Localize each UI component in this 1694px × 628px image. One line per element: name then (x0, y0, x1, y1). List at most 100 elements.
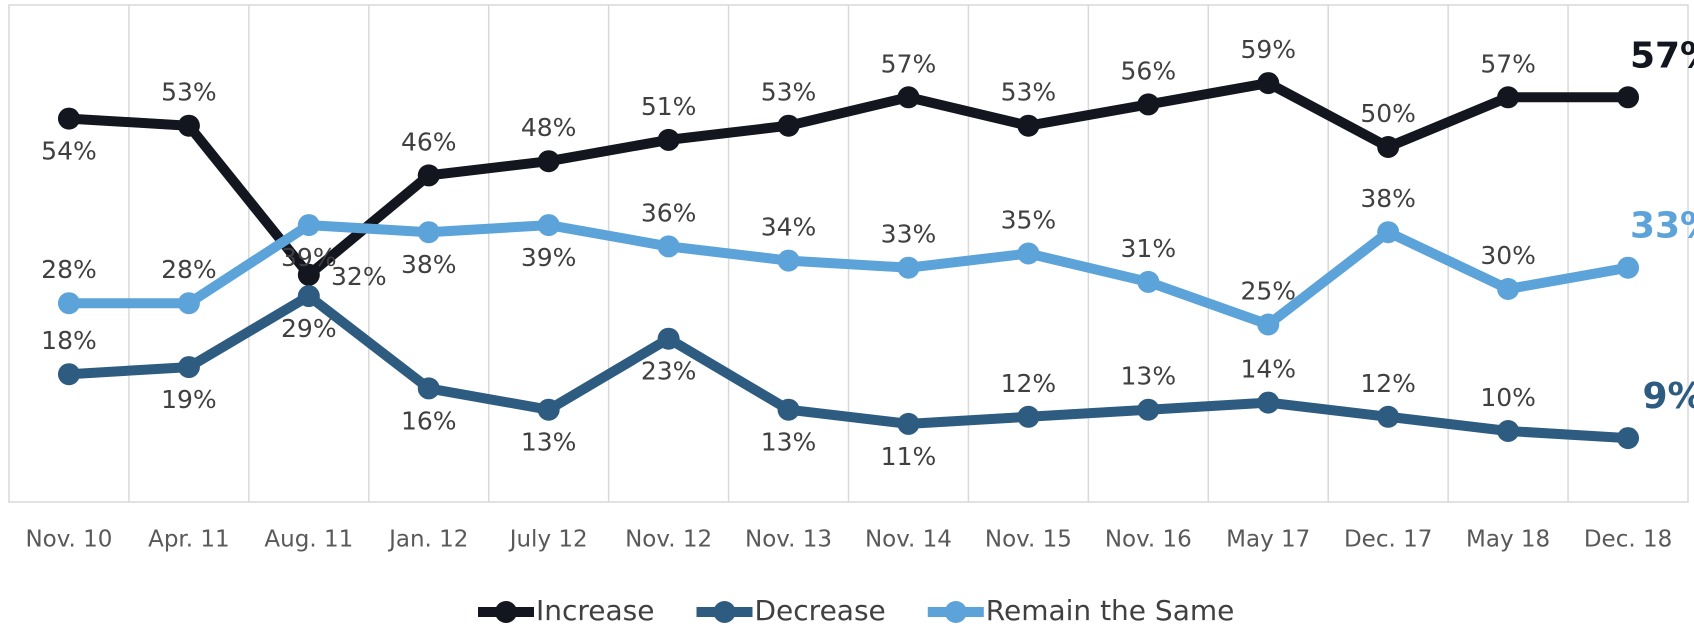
data-label: 12% (1001, 369, 1057, 398)
marker (897, 412, 920, 435)
data-label: 33% (1630, 206, 1694, 247)
data-label: 50% (1360, 99, 1416, 128)
legend-label: Decrease (755, 594, 886, 627)
data-label: 48% (521, 113, 577, 142)
marker (177, 292, 200, 315)
marker (777, 398, 800, 421)
marker (1257, 72, 1280, 95)
x-tick-label: Nov. 12 (625, 527, 712, 553)
x-tick-label: Aug. 11 (264, 527, 353, 553)
x-tick-label: Apr. 11 (148, 527, 230, 553)
data-label: 39% (521, 243, 577, 272)
marker (1017, 405, 1040, 428)
data-label: 53% (161, 78, 217, 107)
marker (417, 221, 440, 244)
data-label: 19% (161, 385, 217, 414)
data-label: 11% (881, 442, 937, 471)
marker (1377, 405, 1400, 428)
data-label: 14% (1240, 355, 1296, 384)
marker (1137, 93, 1160, 116)
marker (897, 86, 920, 109)
data-label: 23% (641, 357, 697, 386)
marker (1137, 398, 1160, 421)
data-label: 28% (161, 255, 217, 284)
marker (1617, 256, 1640, 279)
data-label: 33% (881, 220, 937, 249)
data-label: 31% (1121, 234, 1177, 263)
legend-marker (713, 601, 736, 623)
marker (57, 107, 80, 130)
data-label: 10% (1480, 383, 1536, 412)
x-tick-label: May 18 (1466, 527, 1550, 553)
data-label: 51% (641, 92, 697, 121)
legend-label: Increase (536, 594, 655, 627)
data-label: 57% (1630, 35, 1694, 76)
marker (537, 214, 560, 237)
data-label: 12% (1360, 369, 1416, 398)
data-label: 30% (1480, 241, 1536, 270)
data-label: 38% (401, 250, 457, 279)
data-label: 16% (401, 406, 457, 435)
data-label: 53% (761, 78, 817, 107)
data-label: 34% (761, 213, 817, 242)
marker (297, 263, 320, 286)
marker (1137, 270, 1160, 293)
marker (1257, 391, 1280, 414)
data-label: 56% (1121, 56, 1177, 85)
marker (1017, 242, 1040, 265)
data-label: 9% (1642, 376, 1694, 417)
data-label: 59% (1240, 35, 1296, 64)
marker (1497, 278, 1520, 300)
marker (777, 114, 800, 137)
marker (297, 285, 320, 308)
marker (1617, 427, 1640, 450)
x-tick-label: Dec. 17 (1344, 527, 1432, 553)
x-tick-label: Nov. 16 (1105, 527, 1192, 553)
marker (657, 327, 680, 350)
data-label: 54% (41, 137, 97, 166)
marker (177, 114, 200, 137)
data-label: 13% (761, 428, 817, 457)
data-label: 57% (1480, 49, 1536, 78)
marker (177, 356, 200, 379)
data-label: 35% (1001, 206, 1057, 235)
marker (1497, 420, 1520, 442)
marker (537, 398, 560, 421)
x-tick-label: Dec. 18 (1584, 527, 1672, 553)
x-tick-label: Nov. 13 (745, 527, 832, 553)
legend-label: Remain the Same (986, 594, 1235, 627)
marker (1017, 114, 1040, 137)
data-label: 57% (881, 49, 937, 78)
marker (897, 256, 920, 279)
data-label: 39% (281, 243, 337, 272)
data-label: 46% (401, 127, 457, 156)
data-label: 13% (1121, 362, 1177, 391)
marker (1617, 86, 1640, 109)
marker (657, 235, 680, 258)
marker (1377, 136, 1400, 158)
marker (657, 128, 680, 151)
marker (57, 363, 80, 386)
x-tick-label: Jan. 12 (387, 527, 468, 553)
data-label: 13% (521, 428, 577, 457)
data-label: 38% (1360, 184, 1416, 213)
data-label: 28% (41, 255, 97, 284)
marker (417, 164, 440, 187)
series-line (68, 220, 1629, 330)
x-tick-label: July 12 (508, 527, 588, 553)
data-label: 32% (331, 262, 387, 291)
legend-marker (495, 601, 517, 623)
marker (1257, 313, 1280, 336)
data-label: 36% (641, 198, 697, 227)
data-label: 25% (1240, 277, 1296, 306)
marker (1377, 221, 1400, 244)
x-tick-label: Nov. 10 (25, 527, 112, 553)
x-tick-label: Nov. 14 (865, 527, 952, 553)
marker (57, 292, 80, 315)
data-label: 53% (1001, 78, 1057, 107)
x-tick-label: Nov. 15 (985, 527, 1072, 553)
marker (297, 214, 320, 237)
marker (417, 377, 440, 400)
series-line (68, 78, 1629, 280)
